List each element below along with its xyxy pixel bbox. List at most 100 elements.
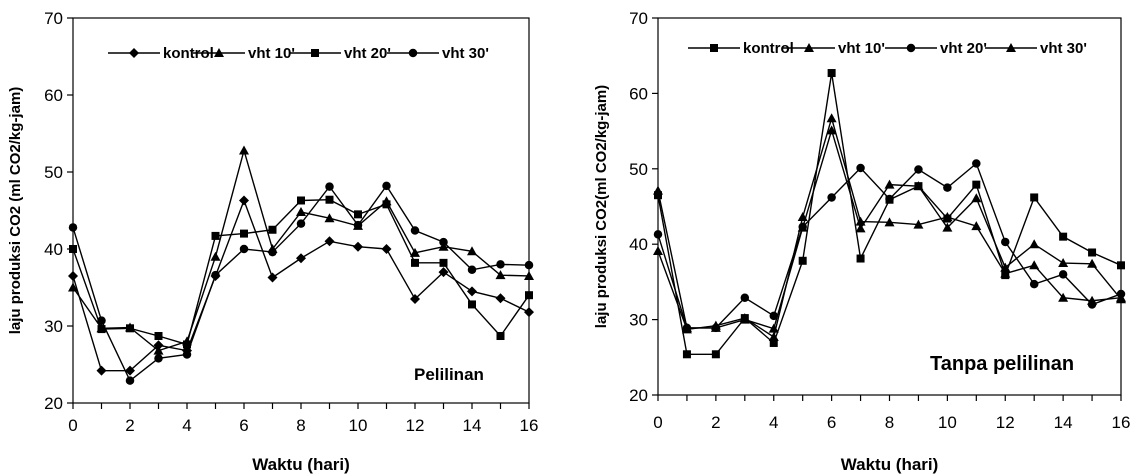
data-point bbox=[1029, 260, 1040, 270]
data-point bbox=[1001, 237, 1010, 247]
series-1 bbox=[654, 69, 1125, 359]
data-point bbox=[153, 345, 164, 355]
data-point bbox=[154, 332, 163, 341]
legend-marker bbox=[804, 43, 814, 52]
data-point bbox=[1029, 239, 1040, 249]
data-point bbox=[410, 226, 420, 235]
data-point bbox=[239, 195, 249, 206]
y-tick-label: 60 bbox=[44, 86, 63, 105]
chart-1: 20 30 40 50 60 70 0 2 4 6 8 10 12 14 16 Waktu (hari) laj… bbox=[7, 9, 538, 474]
data-point bbox=[654, 191, 662, 200]
data-point bbox=[68, 223, 78, 232]
legend: kontrol vht 10' vht 20' vht 30' bbox=[108, 45, 489, 62]
data-point bbox=[268, 225, 277, 234]
series-4 bbox=[653, 125, 1126, 333]
data-point bbox=[971, 221, 982, 231]
data-point bbox=[495, 270, 506, 280]
y-tick-label: 40 bbox=[629, 235, 648, 254]
data-point bbox=[125, 376, 135, 385]
data-point bbox=[855, 223, 866, 233]
data-point bbox=[382, 200, 391, 209]
x-tick-label: 8 bbox=[296, 416, 305, 435]
data-point bbox=[768, 323, 779, 333]
series-2 bbox=[68, 145, 534, 355]
data-point bbox=[769, 311, 778, 321]
data-point bbox=[211, 270, 220, 280]
x-tick-label: 4 bbox=[769, 413, 778, 432]
y-tick-label: 70 bbox=[629, 9, 648, 28]
legend-marker bbox=[408, 48, 418, 58]
legend-label: kontrol bbox=[743, 40, 794, 57]
panel-annotation: Pelilinan bbox=[414, 365, 484, 384]
series-1 bbox=[68, 195, 534, 376]
data-point bbox=[96, 365, 107, 376]
y-tick-label: 50 bbox=[629, 160, 648, 179]
legend-label: vht 20' bbox=[344, 45, 391, 62]
data-point bbox=[325, 195, 334, 204]
data-point bbox=[913, 181, 924, 191]
data-point bbox=[154, 354, 163, 363]
series-line bbox=[72, 147, 530, 352]
y-tick-label: 40 bbox=[44, 240, 63, 259]
data-point bbox=[324, 213, 335, 223]
data-point bbox=[240, 229, 248, 238]
series-line bbox=[657, 127, 1122, 330]
data-point bbox=[653, 230, 663, 239]
data-point bbox=[972, 159, 981, 168]
data-point bbox=[524, 260, 534, 270]
x-tick-label: 10 bbox=[938, 413, 957, 432]
data-point bbox=[97, 316, 106, 325]
legend-marker bbox=[214, 48, 224, 57]
data-point bbox=[1087, 258, 1098, 268]
legend-label: kontrol bbox=[163, 45, 214, 62]
data-point bbox=[856, 254, 865, 263]
y-axis-title: laju produksi CO2(ml CO2/kg-jam) bbox=[593, 85, 610, 328]
data-point bbox=[183, 340, 191, 349]
data-point bbox=[324, 236, 335, 247]
data-point bbox=[353, 241, 363, 252]
x-tick-label: 16 bbox=[1112, 413, 1131, 432]
data-point bbox=[971, 193, 982, 203]
data-point bbox=[267, 272, 278, 283]
data-point bbox=[381, 244, 392, 254]
x-tick-label: 6 bbox=[239, 416, 248, 435]
data-point bbox=[410, 294, 420, 305]
data-point bbox=[467, 286, 477, 297]
legend-label: vht 30' bbox=[442, 45, 489, 62]
data-point bbox=[826, 125, 837, 135]
data-point bbox=[439, 258, 448, 267]
x-tick-label: 2 bbox=[711, 413, 720, 432]
data-point bbox=[496, 260, 505, 269]
data-point bbox=[210, 251, 221, 261]
data-point bbox=[525, 291, 533, 300]
x-tick-label: 0 bbox=[653, 413, 662, 432]
legend-marker bbox=[906, 43, 916, 53]
data-point bbox=[884, 179, 895, 189]
data-point bbox=[296, 253, 306, 264]
data-point bbox=[411, 258, 419, 267]
data-point bbox=[826, 113, 837, 123]
data-point bbox=[524, 307, 534, 318]
data-point bbox=[354, 210, 362, 219]
data-point bbox=[769, 338, 778, 347]
series-line bbox=[657, 115, 1122, 339]
data-point bbox=[495, 293, 506, 304]
data-point bbox=[68, 270, 78, 281]
data-point bbox=[710, 322, 721, 332]
legend-label: vht 10' bbox=[248, 45, 295, 62]
data-point bbox=[239, 244, 249, 254]
data-point bbox=[856, 163, 865, 173]
legend-marker bbox=[1006, 43, 1016, 52]
data-point bbox=[97, 325, 106, 334]
series-line bbox=[657, 72, 1122, 355]
y-tick-label: 70 bbox=[44, 9, 63, 28]
data-point bbox=[69, 245, 77, 253]
data-point bbox=[681, 322, 692, 332]
y-axis-title: laju produksi CO2 (ml CO2/kg-jam) bbox=[7, 87, 24, 335]
data-point bbox=[296, 219, 306, 228]
x-tick-label: 2 bbox=[125, 416, 134, 435]
data-point bbox=[296, 207, 306, 217]
data-point bbox=[1117, 261, 1125, 270]
data-point bbox=[410, 247, 420, 257]
